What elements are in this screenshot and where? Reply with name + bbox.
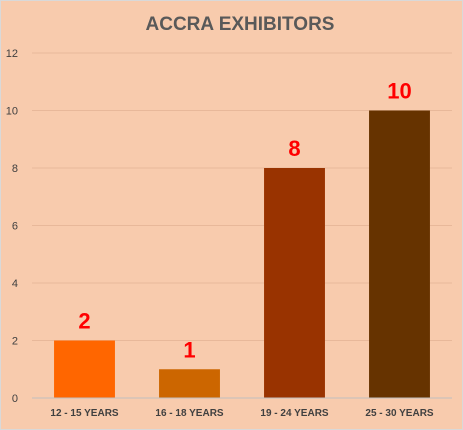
y-tick-label: 6 (12, 221, 18, 233)
y-tick-label: 8 (12, 163, 18, 175)
data-label: 2 (78, 309, 90, 334)
bar (54, 340, 115, 398)
y-tick-label: 10 (6, 106, 18, 118)
y-tick-label: 2 (12, 336, 18, 348)
y-tick-label: 0 (12, 393, 18, 405)
x-tick-label: 25 - 30 YEARS (365, 408, 434, 419)
bars (54, 110, 430, 398)
data-labels: 2 1 8 10 (78, 79, 411, 363)
y-axis-ticks: 0 2 4 6 8 10 12 (6, 48, 18, 405)
bar (264, 168, 325, 398)
x-tick-label: 12 - 15 YEARS (50, 408, 119, 419)
data-label: 10 (387, 79, 411, 104)
data-label: 1 (183, 337, 195, 362)
chart-title: ACCRA EXHIBITORS (146, 14, 335, 35)
bar (369, 110, 430, 398)
y-tick-label: 4 (12, 278, 18, 290)
y-tick-label: 12 (6, 48, 18, 60)
x-tick-label: 19 - 24 YEARS (260, 408, 329, 419)
x-axis-ticks: 12 - 15 YEARS 16 - 18 YEARS 19 - 24 YEARS 2… (50, 408, 434, 419)
data-label: 8 (288, 136, 300, 161)
x-tick-label: 16 - 18 YEARS (155, 408, 224, 419)
bar (159, 369, 220, 398)
